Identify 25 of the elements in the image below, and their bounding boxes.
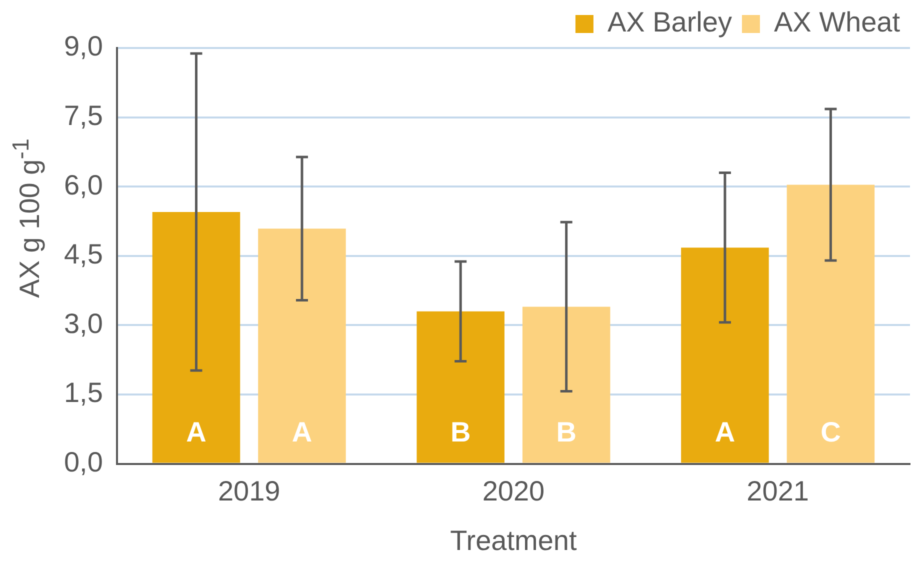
bar	[258, 228, 346, 463]
x-axis-title: Treatment	[450, 524, 577, 556]
bar	[152, 212, 240, 463]
x-tick-label: 2019	[218, 475, 280, 506]
y-tick-label: 7,5	[64, 100, 103, 132]
x-tick-label: 2020	[482, 475, 545, 506]
data-label: A	[714, 416, 736, 448]
y-tick-label: 6,0	[64, 169, 103, 200]
y-tick-label: 4,5	[64, 238, 103, 270]
y-tick-label: 3,0	[64, 308, 103, 339]
y-tick-label: 1,5	[64, 377, 103, 408]
legend-label: AX Barley	[607, 6, 732, 38]
x-tick-label: 2021	[746, 475, 809, 506]
bar	[786, 184, 875, 463]
y-tick-label: 9,0	[64, 30, 103, 62]
legend-label: AX Wheat	[774, 6, 900, 38]
data-label: C	[820, 416, 841, 448]
bar	[681, 248, 769, 463]
bar	[416, 311, 504, 463]
data-label: B	[450, 416, 471, 448]
y-tick-label: 0,0	[64, 446, 103, 478]
bar	[522, 306, 610, 463]
data-label: A	[292, 416, 312, 448]
data-label: A	[186, 416, 206, 448]
data-label: B	[556, 416, 576, 448]
